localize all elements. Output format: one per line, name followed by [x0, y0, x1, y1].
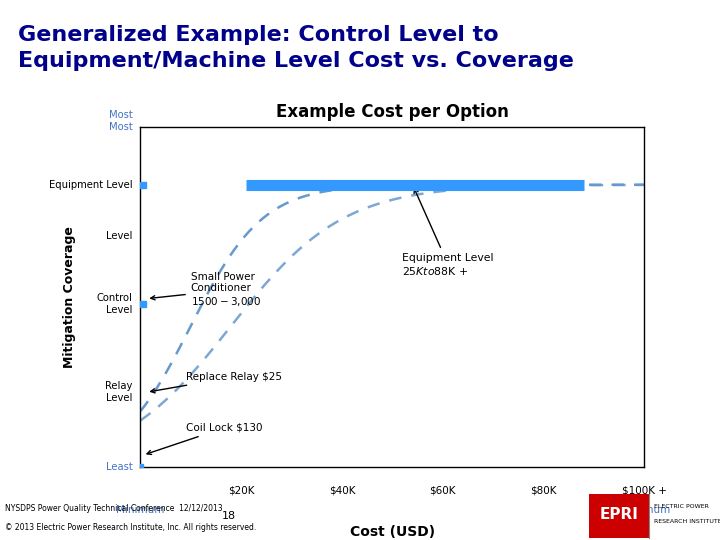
Text: ELECTRIC POWER: ELECTRIC POWER: [654, 504, 709, 509]
Text: 18: 18: [222, 511, 236, 521]
Text: RESEARCH INSTITUTE: RESEARCH INSTITUTE: [654, 519, 720, 524]
Text: Generalized Example: Control Level to
Equipment/Machine Level Cost vs. Coverage: Generalized Example: Control Level to Eq…: [18, 25, 574, 71]
Text: $80K: $80K: [531, 486, 557, 496]
Text: Minimum: Minimum: [116, 504, 165, 515]
Text: Equipment Level: Equipment Level: [49, 180, 133, 190]
Text: Least: Least: [106, 462, 133, 472]
Text: Relay
Level: Relay Level: [105, 381, 133, 403]
Text: Most: Most: [109, 122, 133, 132]
Text: Most: Most: [109, 110, 133, 120]
Text: $100K +: $100K +: [622, 486, 667, 496]
Text: $40K: $40K: [329, 486, 355, 496]
Text: Equipment Level
$25K to $88K +: Equipment Level $25K to $88K +: [402, 188, 494, 277]
Text: Replace Relay $25: Replace Relay $25: [150, 372, 282, 393]
Title: Example Cost per Option: Example Cost per Option: [276, 103, 509, 121]
Text: Maximum: Maximum: [618, 504, 670, 515]
Text: Coil Lock $130: Coil Lock $130: [147, 423, 262, 455]
Text: Control
Level: Control Level: [97, 293, 133, 315]
Text: Cost (USD): Cost (USD): [350, 525, 435, 539]
Text: © 2013 Electric Power Research Institute, Inc. All rights reserved.: © 2013 Electric Power Research Institute…: [5, 523, 256, 532]
Text: Small Power
Conditioner
$1500 - $3,000: Small Power Conditioner $1500 - $3,000: [150, 272, 261, 308]
Text: Level: Level: [107, 231, 133, 241]
Text: EPRI: EPRI: [600, 507, 639, 522]
Text: Mitigation Coverage: Mitigation Coverage: [63, 226, 76, 368]
Text: NYSDPS Power Quality Technical Conference  12/12/2013: NYSDPS Power Quality Technical Conferenc…: [5, 503, 223, 512]
Text: $20K: $20K: [228, 486, 254, 496]
Text: $60K: $60K: [430, 486, 456, 496]
